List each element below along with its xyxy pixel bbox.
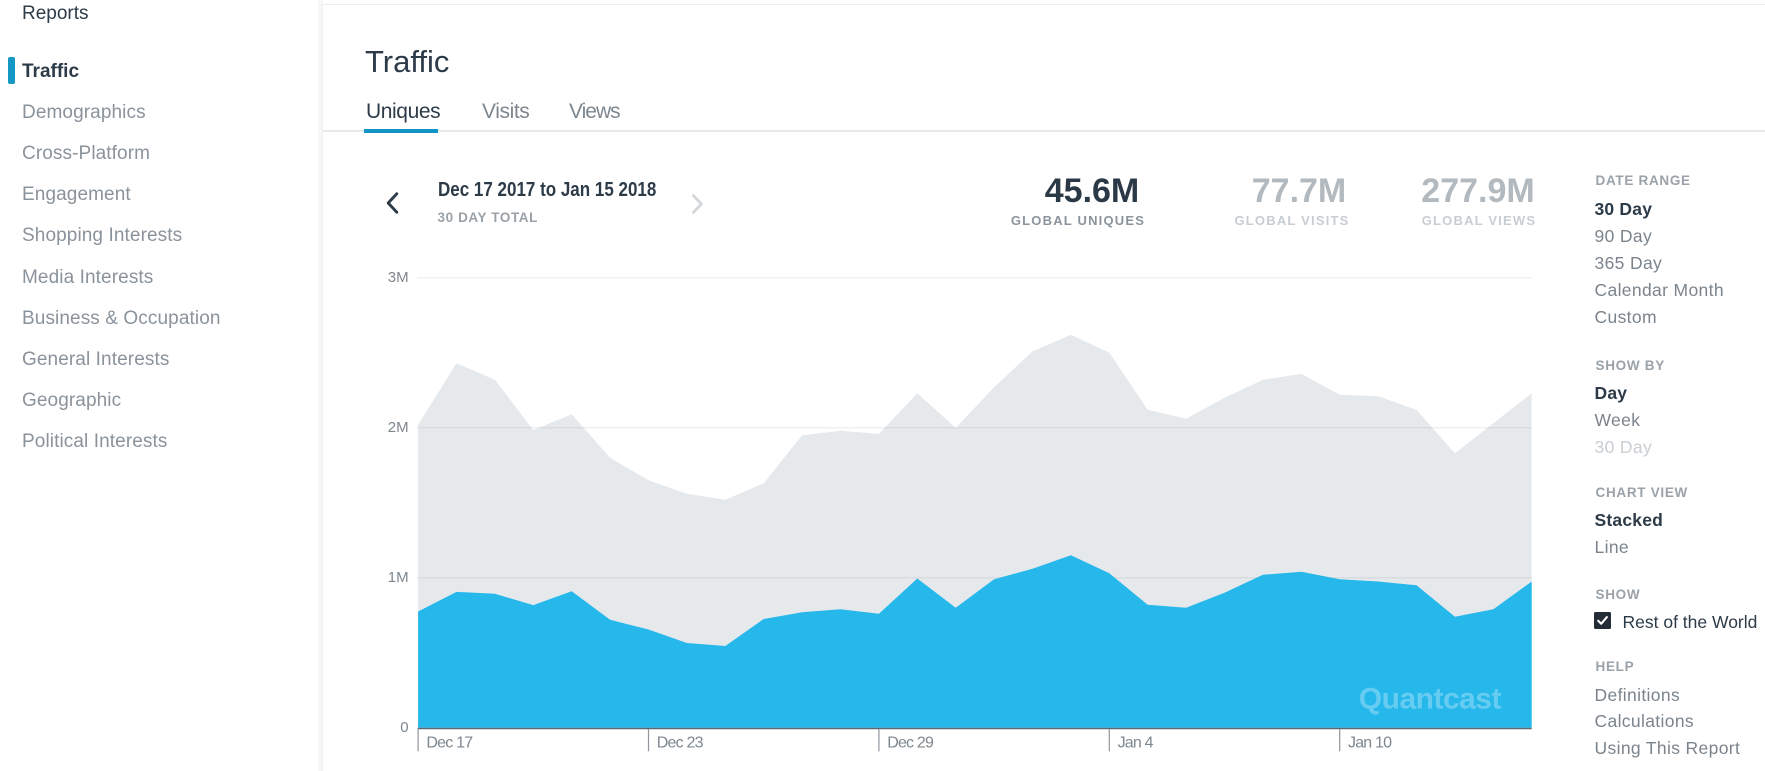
svg-text:Quantcast: Quantcast: [1359, 682, 1502, 715]
svg-text:Jan 4: Jan 4: [1118, 734, 1154, 751]
svg-text:Dec 23: Dec 23: [657, 734, 704, 751]
svg-text:0: 0: [400, 719, 408, 736]
svg-text:Jan 10: Jan 10: [1348, 734, 1392, 751]
svg-text:2M: 2M: [388, 419, 409, 436]
svg-text:Dec 17: Dec 17: [426, 734, 473, 751]
svg-text:Dec 29: Dec 29: [887, 734, 934, 751]
svg-text:1M: 1M: [388, 569, 409, 586]
svg-text:3M: 3M: [388, 269, 409, 286]
